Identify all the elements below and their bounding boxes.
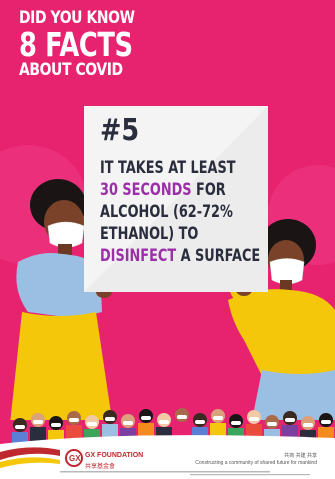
header-line-2: 8 FACTS: [19, 25, 133, 64]
fact-line-1: IT TAKES AT LEAST: [100, 158, 236, 177]
fact-line-4: ETHANOL) TO: [100, 224, 199, 243]
header-line-3: ABOUT COVID: [19, 60, 123, 80]
tagline: Constructing a community of shared futur…: [195, 460, 317, 466]
highlight-disinfect: DISINFECT: [100, 246, 177, 265]
fact-line-5: DISINFECT A SURFACE: [100, 246, 261, 265]
highlight-30-seconds: 30 SECONDS: [100, 180, 192, 199]
fine-print: [60, 471, 310, 476]
fact-line-2: 30 SECONDS FOR: [100, 180, 226, 199]
fact-text: #5 IT TAKES AT LEAST 30 SECONDS FOR ALCO…: [100, 116, 270, 267]
svg-text:GX: GX: [69, 454, 81, 463]
fact-card: [84, 106, 268, 292]
logo-chinese: 共享基金會: [85, 464, 116, 470]
fact-line-3: ALCOHOL (62-72%: [100, 202, 233, 221]
poster-header: DID YOU KNOW 8 FACTS ABOUT COVID: [19, 10, 165, 79]
header-line-1: DID YOU KNOW: [19, 8, 135, 28]
gx-logo-icon: GX: [65, 449, 83, 467]
footer-band: [0, 435, 335, 479]
tagline-chinese: 共商 共建 共享: [284, 453, 317, 459]
fact-number: #5: [100, 113, 140, 148]
logo-text: GX FOUNDATION: [85, 452, 144, 459]
fact-body: IT TAKES AT LEAST 30 SECONDS FOR ALCOHOL…: [100, 157, 270, 267]
